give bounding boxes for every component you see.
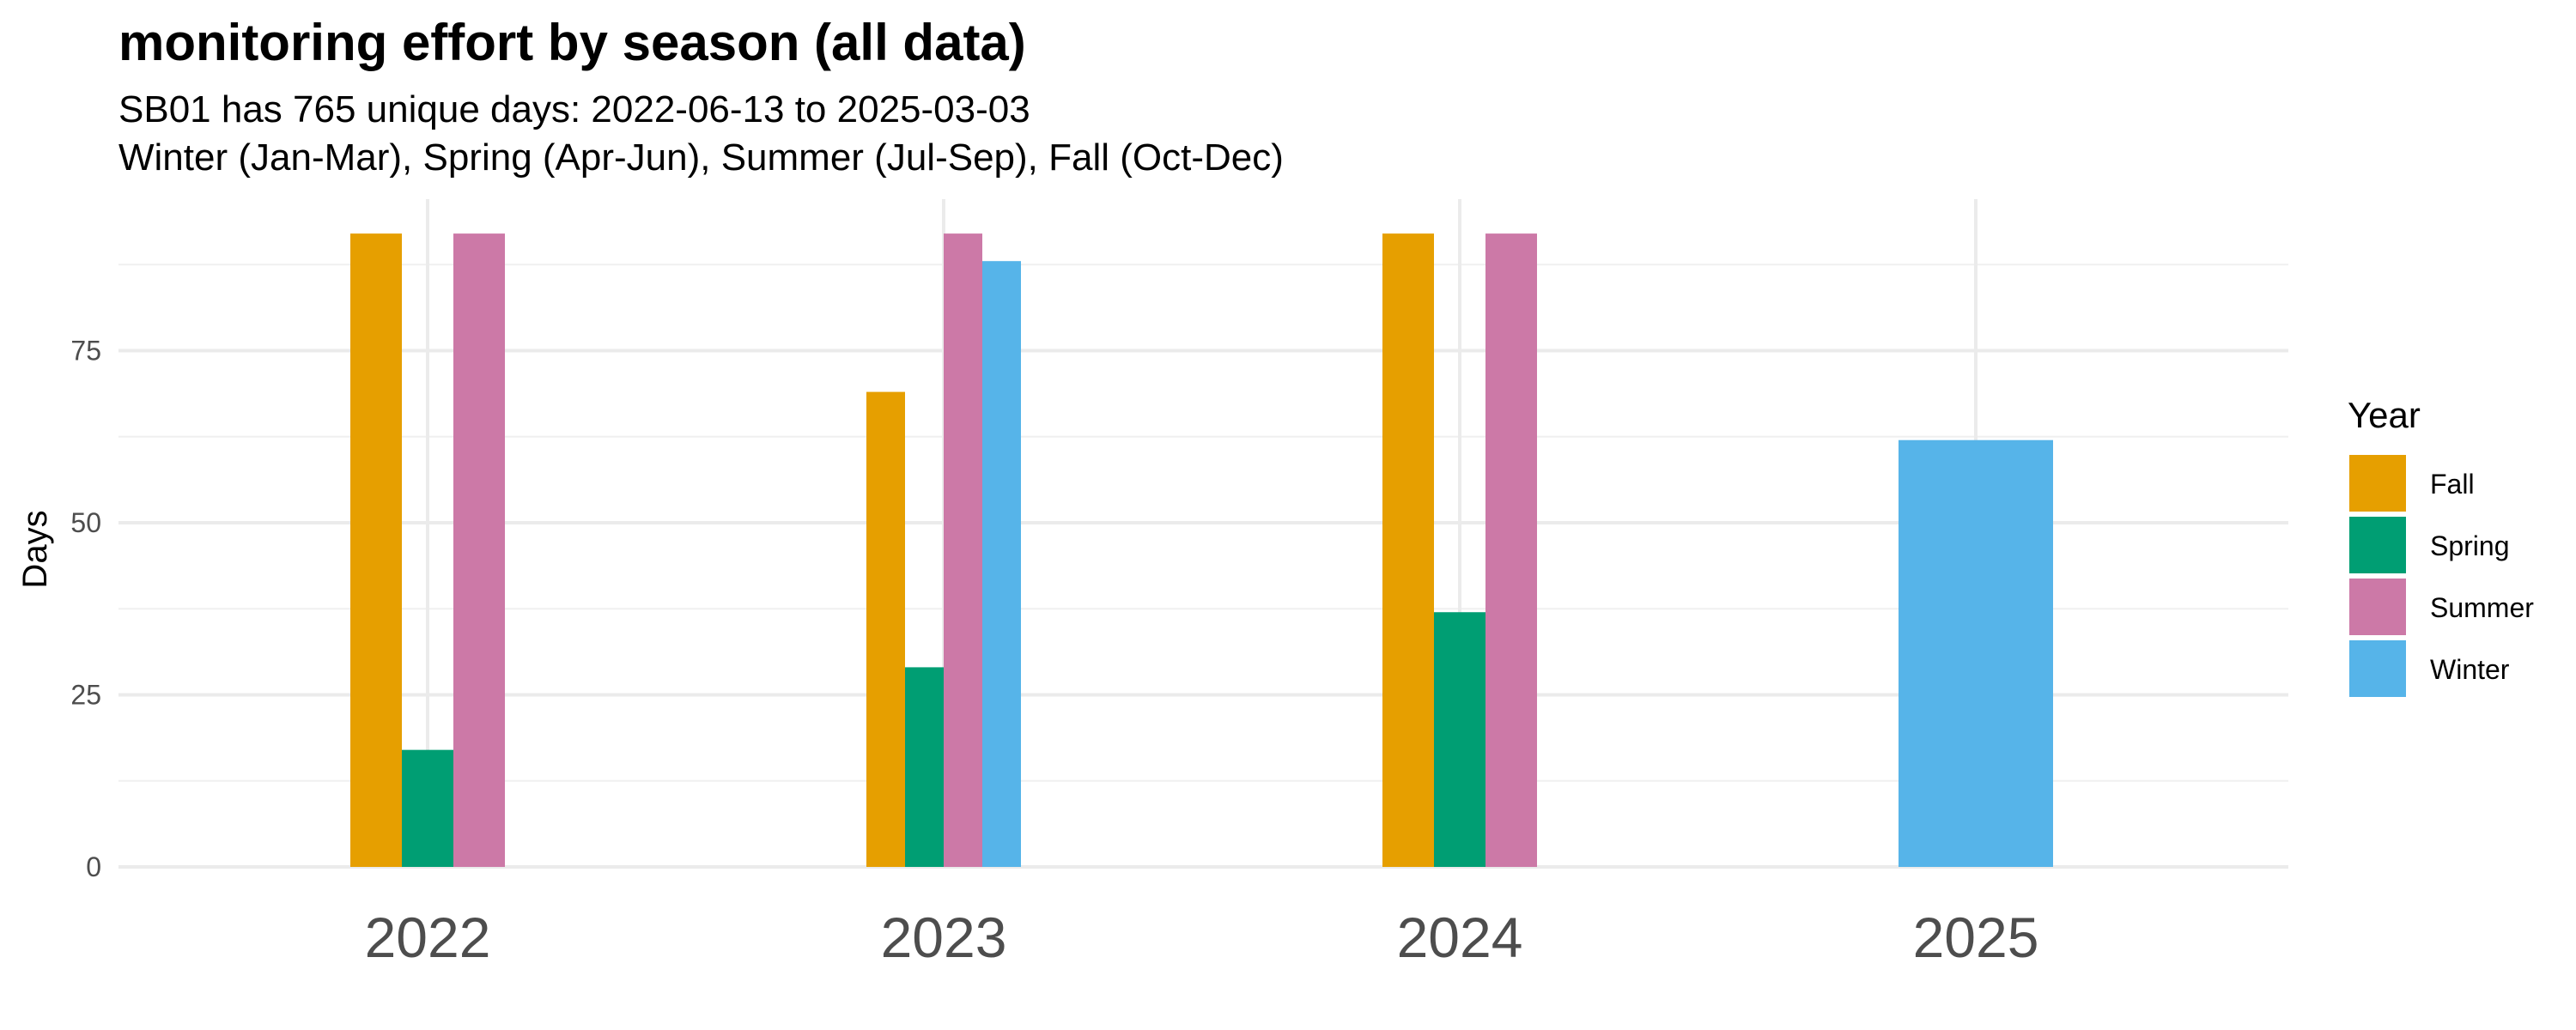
bar-spring-2024 [1434, 612, 1485, 867]
legend-label-fall: Fall [2430, 469, 2475, 500]
legend: Fall Spring Summer Winter [2349, 455, 2534, 697]
bar-winter-2025 [1899, 439, 2053, 867]
legend-label-spring: Spring [2430, 530, 2510, 561]
x-tick-label: 2022 [365, 906, 491, 969]
y-tick-label: 50 [70, 507, 101, 538]
legend-title: Year [2348, 395, 2421, 435]
legend-swatch-spring [2349, 517, 2406, 573]
y-tick-label: 75 [70, 335, 101, 366]
bar-summer-2023 [944, 233, 982, 867]
y-axis-label: Days [16, 510, 54, 588]
bar-spring-2022 [402, 749, 453, 867]
y-tick-label: 25 [70, 679, 101, 710]
legend-swatch-winter [2349, 640, 2406, 697]
chart-subtitle-line-2: Winter (Jan-Mar), Spring (Apr-Jun), Summ… [118, 136, 1284, 179]
x-axis-ticks: 2022 2023 2024 2025 [365, 906, 2039, 969]
x-tick-label: 2024 [1397, 906, 1523, 969]
bar-summer-2022 [453, 233, 505, 867]
y-tick-label: 0 [86, 851, 101, 882]
chart-subtitle-line-1: SB01 has 765 unique days: 2022-06-13 to … [118, 88, 1030, 130]
bar-spring-2023 [905, 667, 944, 867]
legend-swatch-summer [2349, 579, 2406, 635]
x-tick-label: 2025 [1913, 906, 2039, 969]
y-axis-ticks: 0 25 50 75 [70, 335, 101, 882]
x-tick-label: 2023 [881, 906, 1007, 969]
legend-swatch-fall [2349, 455, 2406, 512]
bar-winter-2023 [982, 261, 1021, 868]
bars [350, 233, 2053, 868]
bar-summer-2024 [1485, 233, 1537, 867]
chart-title: monitoring effort by season (all data) [118, 14, 1026, 71]
bar-fall-2023 [866, 391, 905, 867]
legend-label-winter: Winter [2430, 654, 2510, 685]
bar-fall-2024 [1382, 233, 1434, 867]
bar-fall-2022 [350, 233, 402, 867]
legend-label-summer: Summer [2430, 592, 2534, 623]
